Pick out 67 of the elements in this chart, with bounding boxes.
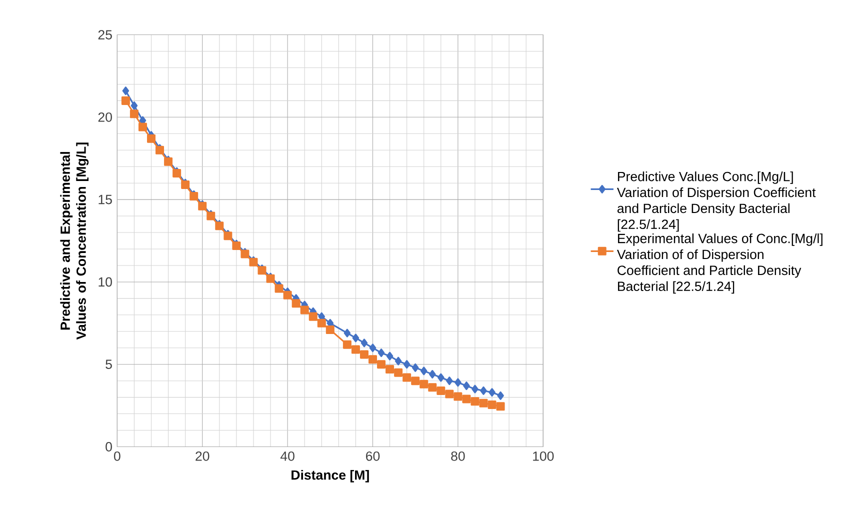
point (300, 306, 309, 314)
legend-label: Experimental Values of Conc.[Mg/l] Variation of of Dispersion Coefficient and Particle Density Bacterial [22.5/1.24] (616, 234, 822, 294)
point (360, 350, 368, 359)
point (497, 391, 504, 400)
point (317, 318, 326, 328)
point (402, 373, 412, 382)
y-tick-label: 10 (98, 277, 112, 287)
point (130, 110, 138, 118)
x-tick-label: 40 (280, 452, 294, 461)
point (351, 345, 360, 354)
point (428, 383, 437, 392)
point (463, 382, 470, 390)
point (445, 390, 454, 398)
point (386, 365, 394, 374)
point (394, 356, 402, 366)
point (308, 312, 318, 321)
point (352, 334, 360, 342)
point (360, 338, 368, 348)
point (479, 398, 488, 408)
x-tick-label: 80 (451, 452, 465, 461)
point (436, 386, 446, 396)
y-tick-label: 5 (106, 360, 112, 370)
point (438, 373, 444, 382)
y-tick-label: 20 (98, 112, 112, 122)
point (292, 299, 300, 308)
point (130, 101, 138, 110)
point (428, 370, 436, 379)
point (378, 348, 385, 358)
y-axis-title: Predictive and Experimental Values of Concentration [Mg/L] (60, 142, 89, 340)
point (368, 355, 378, 364)
point (274, 284, 284, 293)
point (480, 386, 487, 396)
point (488, 388, 496, 397)
y-tick-label: 15 (98, 194, 112, 204)
point (411, 376, 420, 386)
x-tick-label: 0 (114, 452, 120, 461)
point (377, 360, 386, 369)
point (496, 402, 505, 411)
point (412, 363, 419, 372)
point (454, 392, 462, 401)
point (394, 368, 403, 377)
y-tick-label: 25 (98, 30, 112, 40)
point (344, 328, 351, 338)
point (488, 400, 496, 410)
point (403, 360, 410, 369)
point (121, 96, 130, 106)
point (369, 344, 376, 352)
point (386, 352, 394, 360)
point (342, 340, 352, 349)
point (472, 384, 478, 394)
point (462, 394, 471, 404)
point (454, 378, 462, 387)
legend-label: Predictive Values Conc.[Mg/L] Variation of Dispersion Coefficient and Particle Density Bacterial [22.5/1.24] (616, 172, 816, 232)
point (122, 86, 130, 96)
x-axis-title: Distance [M] (292, 470, 369, 482)
x-tick-label: 100 (533, 452, 554, 461)
point (420, 380, 428, 388)
x-tick-label: 20 (196, 452, 210, 461)
x-tick-label: 60 (366, 452, 380, 461)
point (446, 376, 453, 386)
point (470, 397, 480, 406)
y-tick-label: 0 (106, 442, 112, 452)
point (138, 122, 147, 132)
point (326, 326, 334, 334)
point (146, 134, 156, 143)
point (420, 366, 428, 376)
point (283, 290, 292, 300)
